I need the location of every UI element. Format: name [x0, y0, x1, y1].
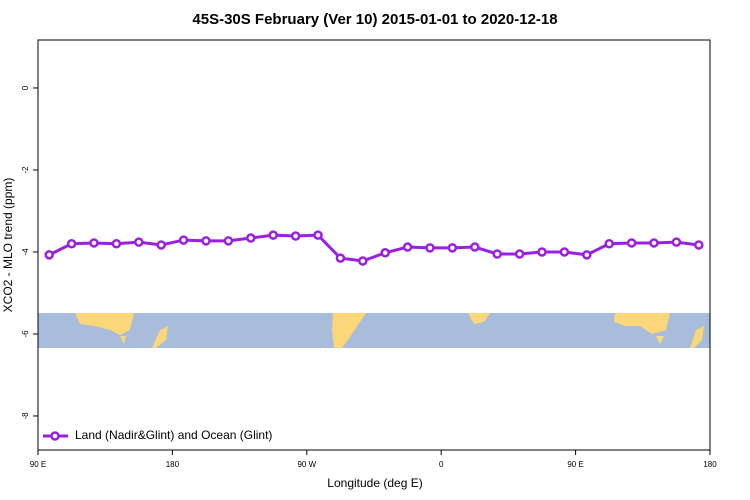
point [447, 243, 458, 253]
x-tick-label: 90 W [297, 460, 316, 469]
point [582, 250, 592, 260]
map-strip [38, 313, 710, 348]
plot-frame [37, 39, 711, 451]
point [290, 231, 301, 241]
point [694, 240, 704, 250]
x-tick-label: 180 [703, 460, 717, 469]
point [223, 236, 234, 246]
point [134, 237, 144, 247]
point [268, 230, 278, 240]
chart-title: 45S-30S February (Ver 10) 2015-01-01 to … [192, 11, 557, 28]
y-tick-label: -6 [21, 330, 30, 338]
point [358, 256, 368, 266]
point [425, 243, 435, 253]
point [89, 238, 99, 248]
x-tick-label: 0 [439, 460, 444, 469]
point [671, 237, 682, 247]
legend-label: Land (Nadir&Glint) and Ocean (Glint) [75, 428, 272, 442]
x-tick-label: 180 [166, 460, 180, 469]
point [111, 239, 122, 249]
point [201, 236, 211, 246]
point [649, 238, 659, 248]
series-line [48, 233, 699, 263]
x-tick-label: 90 E [567, 460, 583, 469]
point [604, 239, 614, 249]
point [178, 235, 189, 245]
point [246, 233, 256, 243]
point [44, 250, 54, 260]
point [402, 242, 413, 252]
point [470, 242, 480, 252]
legend-marker [50, 431, 60, 441]
point [514, 249, 525, 259]
y-axis-label: XCO2 - MLO trend (ppm) [1, 178, 15, 313]
point [626, 238, 637, 248]
point [537, 247, 547, 257]
x-tick-label: 90 E [30, 460, 46, 469]
point [559, 247, 570, 257]
point [380, 248, 390, 258]
point [335, 253, 346, 263]
y-tick-label: -2 [21, 166, 30, 174]
point [492, 249, 502, 259]
point [313, 230, 323, 240]
y-tick-label: -4 [21, 248, 30, 256]
x-axis-label: Longitude (deg E) [327, 476, 422, 490]
y-tick-label: 0 [21, 85, 30, 90]
y-tick-label: -8 [21, 412, 30, 420]
point [156, 240, 166, 250]
point [66, 239, 77, 249]
